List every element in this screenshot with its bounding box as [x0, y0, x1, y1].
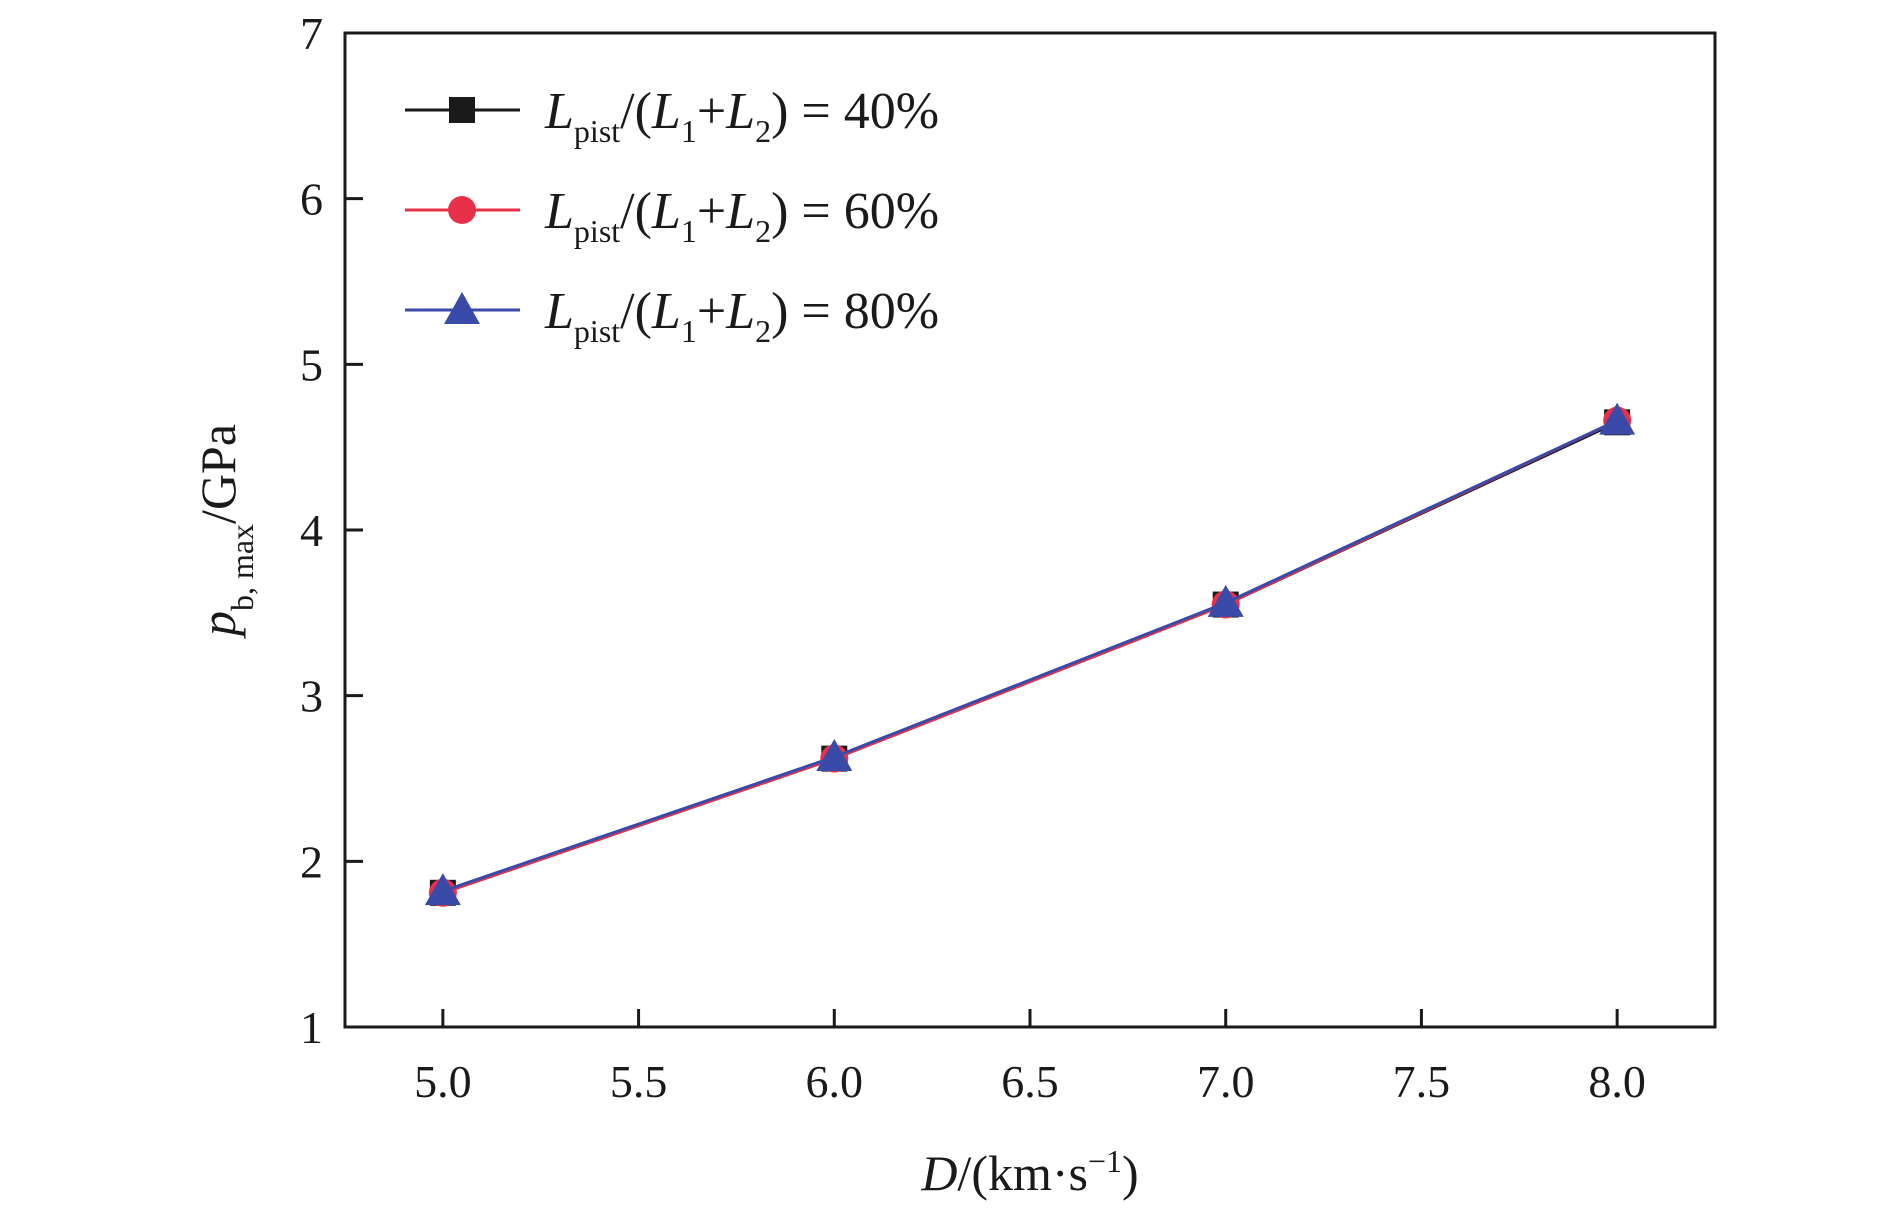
- legend-label-part: /(: [620, 83, 652, 140]
- x-tick-label: 6.5: [1001, 1056, 1059, 1107]
- series-line: [442, 420, 1618, 895]
- legend-label-part: 1: [681, 113, 697, 149]
- x-axis-title-unit: /(km·s: [957, 1145, 1088, 1201]
- legend-label-part: pist: [574, 213, 620, 249]
- legend-label-part: ) = 60%: [771, 183, 939, 240]
- y-axis-title-unit: /GPa: [190, 424, 246, 524]
- axis-ticks: 5.0 5.5 6.0 6.5 7.0 7.5 8.0 1 2 3 4 5 6 7: [300, 8, 1646, 1107]
- legend-label-part: 1: [681, 313, 697, 349]
- x-tick-label: 7.0: [1197, 1056, 1255, 1107]
- legend-label-part: pist: [574, 313, 620, 349]
- legend-label-part: 2: [755, 213, 771, 249]
- legend-label-part: L: [725, 283, 755, 340]
- legend-label-part: L: [544, 83, 574, 140]
- legend-label-part: 2: [755, 313, 771, 349]
- legend-label-part: L: [651, 83, 681, 140]
- legend-label-part: pist: [574, 113, 620, 149]
- legend-entry-1: Lpist/(L1+L2) = 40%: [405, 83, 939, 149]
- data-point: [1207, 584, 1244, 617]
- legend-label-part: L: [651, 183, 681, 240]
- legend-label-part: ) = 40%: [771, 83, 939, 140]
- y-axis-title: pb, max/GPa: [190, 424, 260, 639]
- legend-label-part: +: [697, 83, 726, 140]
- legend: Lpist/(L1+L2) = 40%Lpist/(L1+L2) = 60%Lp…: [405, 83, 939, 349]
- x-axis-title-close: ): [1122, 1145, 1139, 1201]
- legend-label: Lpist/(L1+L2) = 80%: [544, 283, 939, 349]
- legend-label-part: L: [544, 283, 574, 340]
- series-1: [429, 409, 1631, 906]
- legend-label-part: 2: [755, 113, 771, 149]
- x-tick-label: 5.0: [414, 1056, 472, 1107]
- x-axis-title-main: D: [920, 1145, 957, 1201]
- plot-frame: [343, 31, 1717, 1029]
- series-group: [424, 402, 1636, 907]
- legend-marker: [444, 292, 480, 324]
- y-tick-label: 5: [300, 339, 323, 390]
- legend-label-part: +: [697, 183, 726, 240]
- y-tick-label: 6: [300, 174, 323, 225]
- legend-label-part: L: [651, 283, 681, 340]
- x-axis-title-sup: −1: [1088, 1143, 1122, 1179]
- legend-label: Lpist/(L1+L2) = 40%: [544, 83, 939, 149]
- y-tick-label: 2: [300, 836, 323, 887]
- y-tick-label: 1: [300, 1002, 323, 1053]
- y-tick-label: 3: [300, 671, 323, 722]
- y-axis-title-main: p: [190, 611, 246, 639]
- legend-label-part: L: [725, 183, 755, 240]
- y-axis-title-sub: b, max: [224, 524, 260, 611]
- legend-label-part: L: [544, 183, 574, 240]
- legend-label-part: ) = 80%: [771, 283, 939, 340]
- y-tick-label: 7: [300, 8, 323, 59]
- x-axis-title: D/(km·s−1): [920, 1143, 1138, 1201]
- legend-label: Lpist/(L1+L2) = 60%: [544, 183, 939, 249]
- x-tick-label: 8.0: [1588, 1056, 1646, 1107]
- data-point: [816, 738, 853, 771]
- x-tick-label: 5.5: [610, 1056, 668, 1107]
- y-tick-label: 4: [300, 505, 323, 556]
- legend-label-part: /(: [620, 183, 652, 240]
- legend-label-part: L: [725, 83, 755, 140]
- series-3: [424, 402, 1636, 906]
- legend-label-part: /(: [620, 283, 652, 340]
- legend-marker: [448, 196, 476, 224]
- legend-entry-2: Lpist/(L1+L2) = 60%: [405, 183, 939, 249]
- series-line: [442, 419, 1618, 895]
- legend-marker: [449, 97, 475, 123]
- series-2: [428, 406, 1632, 907]
- x-tick-label: 6.0: [806, 1056, 864, 1107]
- data-point: [424, 873, 461, 906]
- data-point: [1599, 402, 1636, 435]
- x-tick-label: 7.5: [1393, 1056, 1451, 1107]
- legend-entry-3: Lpist/(L1+L2) = 80%: [405, 283, 939, 349]
- legend-label-part: +: [697, 283, 726, 340]
- series-line: [442, 419, 1618, 893]
- legend-label-part: 1: [681, 213, 697, 249]
